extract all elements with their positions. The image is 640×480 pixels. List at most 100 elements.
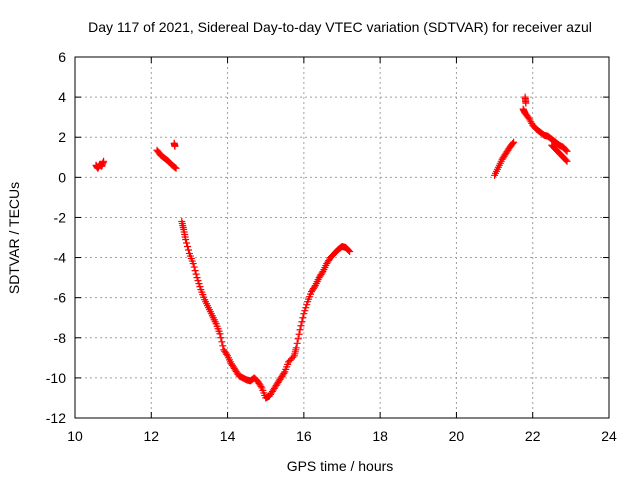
y-tick-label: -12: [46, 410, 66, 426]
data-point-interp: [280, 369, 288, 377]
data-point-interp: [184, 246, 192, 254]
x-tick-label: 24: [601, 428, 617, 444]
data-point-interp: [344, 246, 352, 254]
data-point-interp: [190, 263, 198, 271]
data-point-interp: [299, 314, 307, 322]
data-point-interp: [289, 353, 297, 361]
data-point-interp: [318, 269, 326, 277]
data-point-interp: [310, 283, 318, 291]
data-point-interp: [287, 355, 295, 363]
data-point-interp: [523, 112, 531, 120]
data-point-interp: [301, 307, 309, 315]
data-point-interp: [183, 239, 191, 247]
data-point-interp: [204, 302, 212, 310]
y-tick-label: -10: [46, 370, 66, 386]
data-point-interp: [561, 145, 569, 153]
grid: [75, 57, 609, 418]
data-point-interp: [99, 159, 107, 167]
data-point-interp: [233, 369, 241, 377]
data-point-interp: [184, 243, 192, 251]
data-point-interp: [561, 155, 569, 163]
chart-title: Day 117 of 2021, Sidereal Day-to-day VTE…: [88, 19, 592, 35]
x-tick-label: 18: [372, 428, 388, 444]
data-point-interp: [504, 146, 512, 154]
data-point-interp: [188, 257, 196, 265]
data-point-interp: [215, 327, 223, 335]
data-point-interp: [493, 165, 501, 173]
data-point-interp: [218, 338, 226, 346]
data-point-interp: [223, 350, 231, 358]
data-point-interp: [257, 382, 265, 390]
x-tick-label: 14: [220, 428, 236, 444]
data-point-interp: [508, 141, 516, 149]
data-point-interp: [195, 280, 203, 288]
data-point-interp: [297, 322, 305, 330]
data-point-interp: [293, 339, 301, 347]
y-tick-label: -8: [54, 330, 67, 346]
data-point-interp: [207, 310, 215, 318]
data-point-interp: [298, 318, 306, 326]
data-point-interp: [222, 349, 230, 357]
data-point-interp: [192, 270, 200, 278]
data-point: [300, 310, 308, 318]
plot-frame: [74, 56, 610, 419]
data-point-interp: [309, 285, 317, 293]
x-axis-label: GPS time / hours: [287, 458, 394, 474]
data-point-interp: [171, 141, 179, 149]
data-point-interp: [229, 363, 237, 371]
data-point-interp: [562, 156, 570, 164]
y-tick-label: -4: [54, 250, 67, 266]
data-point-interp: [322, 262, 330, 270]
data-point-interp: [325, 257, 333, 265]
data-point-interp: [292, 346, 300, 354]
data-point-interp: [211, 318, 219, 326]
data-point-interp: [295, 330, 303, 338]
x-tick-label: 22: [525, 428, 541, 444]
y-tick-label: 6: [58, 49, 66, 65]
data-point-interp: [345, 247, 353, 255]
y-tick-label: 4: [58, 89, 66, 105]
data-point-interp: [275, 377, 283, 385]
data-point: [296, 326, 304, 334]
data-point-interp: [562, 146, 570, 154]
data-point-interp: [500, 152, 508, 160]
data-point-interp: [497, 157, 505, 165]
x-tick-label: 12: [143, 428, 159, 444]
data-point-interp: [284, 360, 292, 368]
x-tick-label: 16: [296, 428, 312, 444]
data-point-interp: [303, 301, 311, 309]
data-point-interp: [194, 277, 202, 285]
data-point-interp: [317, 271, 325, 279]
data-point-interp: [181, 233, 189, 241]
data-point: [193, 274, 201, 282]
data-point-interp: [191, 267, 199, 275]
data-point-interp: [170, 163, 178, 171]
y-tick-label: 0: [58, 169, 66, 185]
y-tick-label: -2: [54, 209, 67, 225]
data-point-interp: [267, 389, 275, 397]
x-tick-label: 10: [67, 428, 83, 444]
data-point-interp: [522, 98, 530, 106]
y-axis-label: SDTVAR / TECUs: [6, 182, 22, 294]
data-point-interp: [219, 342, 227, 350]
data-point-interp: [217, 334, 225, 342]
data-point-interp: [314, 276, 322, 284]
data-point-interp: [256, 381, 264, 389]
data-point-interp: [200, 293, 208, 301]
data-point-interp: [279, 371, 287, 379]
data-point-interp: [226, 358, 234, 366]
data-point-interp: [302, 304, 310, 312]
data-point-interp: [271, 383, 279, 391]
x-tick-label: 20: [449, 428, 465, 444]
y-tick-label: 2: [58, 129, 66, 145]
data-point-interp: [294, 335, 302, 343]
data-point-interp: [252, 376, 260, 384]
data-point-interp: [171, 164, 179, 172]
data-points: [92, 93, 571, 402]
data-point-interp: [307, 290, 315, 298]
data-point-interp: [196, 283, 204, 291]
data-point-interp: [509, 139, 517, 147]
y-tick-label: -6: [54, 290, 67, 306]
